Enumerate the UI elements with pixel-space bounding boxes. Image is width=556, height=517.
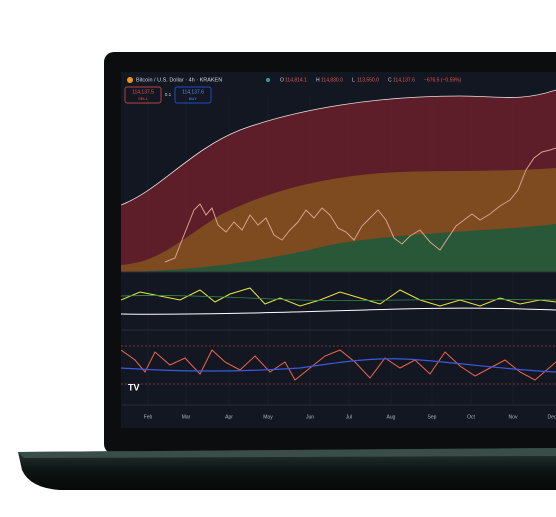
laptop-base: [18, 448, 556, 490]
ohlc-key: H: [316, 77, 320, 83]
baseline-line: [121, 307, 556, 315]
signal-line: [121, 295, 556, 301]
sell-label: SELL: [138, 96, 149, 101]
ohlc-key: C: [388, 77, 392, 83]
time-label: Oct: [467, 414, 475, 420]
ohlc-value: 114,137.6: [393, 77, 415, 83]
time-label: Sep: [428, 414, 437, 420]
sell-price: 114,137.5: [132, 89, 154, 95]
price-line: [164, 147, 556, 263]
base-edge: [18, 448, 556, 458]
time-label: Dec: [548, 414, 556, 420]
time-label: Apr: [225, 414, 233, 420]
time-label: May: [263, 414, 273, 420]
logo: TV: [128, 382, 140, 392]
coin-icon: [127, 77, 133, 83]
lower-band: [121, 224, 556, 272]
ohlc-value: 114,814.1: [285, 77, 307, 83]
time-label: Nov: [509, 414, 518, 420]
time-axis: Feb Mar Apr May Jun Jul Aug Sep Oct Nov Dec: [144, 414, 556, 420]
buy-price: 114,137.6: [182, 89, 204, 95]
time-label: Jul: [346, 414, 352, 420]
ohlc-key: O: [280, 77, 284, 83]
time-label: Jun: [306, 414, 314, 420]
ohlc-value: 114,830.0: [321, 77, 343, 83]
symbol: Bitcoin / U.S. Dollar · 4h · KRAKEN: [136, 77, 222, 83]
ohlc: O 114,814.1 H 114,830.0 L 113,550.0 C 114,137.6: [280, 77, 415, 83]
ohlc-key: L: [352, 77, 355, 83]
change: −676.5 (−0.59%): [424, 77, 462, 83]
rsi-average: [121, 358, 556, 373]
time-label: Aug: [387, 414, 396, 420]
screen: Feb Mar Apr May Jun Jul Aug Sep Oct Nov Dec TV: [121, 72, 556, 428]
time-label: Mar: [182, 414, 191, 420]
quantity: 0.1: [165, 92, 172, 97]
time-label: Feb: [144, 414, 153, 420]
buy-label: BUY: [189, 96, 198, 101]
status-dot: [266, 78, 270, 82]
band-line: [121, 89, 556, 206]
ohlc-value: 113,550.0: [357, 77, 379, 83]
sell-button[interactable]: [124, 86, 162, 104]
buy-button[interactable]: [174, 86, 212, 104]
rsi-line: [121, 349, 556, 381]
oscillator-line: [121, 287, 556, 307]
